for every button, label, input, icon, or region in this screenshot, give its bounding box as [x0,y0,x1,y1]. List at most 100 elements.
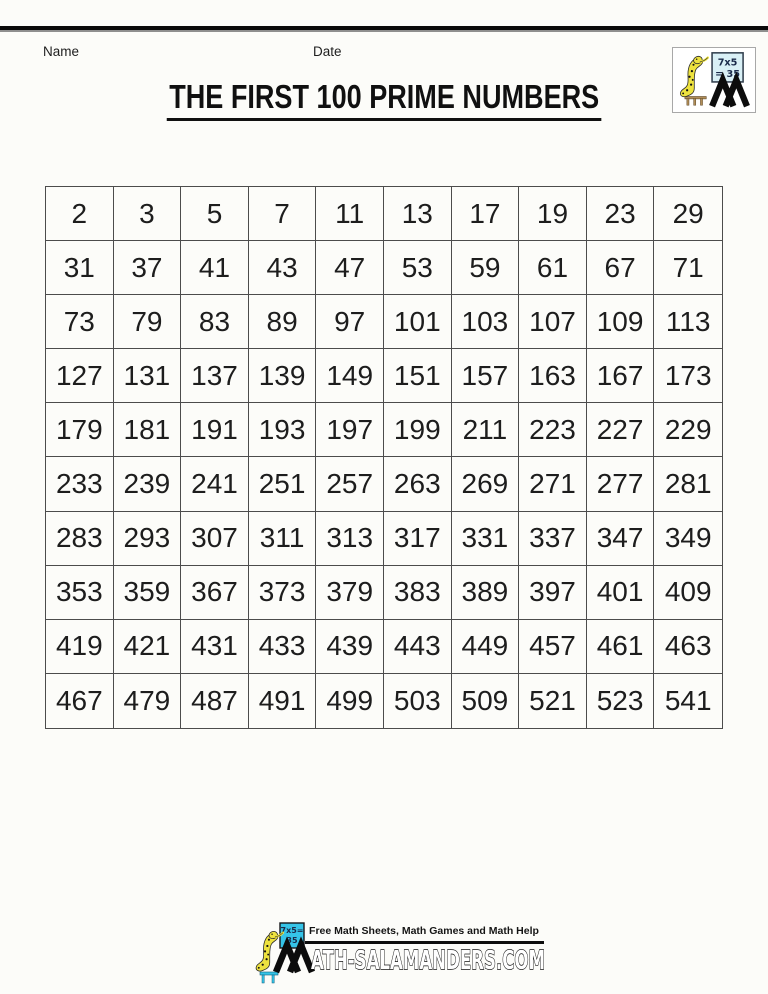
prime-cell: 23 [586,187,655,242]
prime-cell: 137 [181,349,249,404]
prime-cell: 449 [451,619,520,674]
prime-cell: 97 [316,295,384,350]
prime-cell: 131 [113,349,182,404]
prime-cell: 349 [654,512,722,566]
prime-cell: 151 [383,349,452,404]
prime-cell: 439 [316,619,384,674]
page-title-wrap: THE FIRST 100 PRIME NUMBERS [0,78,768,121]
prime-cell: 199 [383,403,452,458]
prime-cell: 113 [654,295,722,350]
prime-cell: 79 [113,295,182,350]
prime-cell: 167 [586,349,655,404]
prime-cell: 211 [451,403,520,458]
prime-cell: 29 [654,187,722,242]
prime-cell: 53 [383,241,452,296]
prime-cell: 223 [519,403,587,458]
prime-cell: 271 [519,457,587,512]
prime-cell: 443 [383,619,452,674]
stool-icon [259,971,279,984]
prime-cell: 491 [249,673,317,728]
prime-cell: 31 [46,241,114,296]
prime-cell: 409 [654,566,722,620]
prime-cell: 3 [113,187,182,242]
prime-cell: 61 [519,241,587,296]
prime-number-table: 2 3 5 7 11 13 17 19 23 29 31 37 41 43 47 53 59 61 67 71 73 79… [45,186,723,729]
prime-cell: 337 [519,511,587,566]
prime-cell: 293 [113,511,182,566]
prime-cell: 433 [248,619,317,674]
prime-cell: 103 [451,295,520,350]
prime-cell: 467 [46,673,114,728]
prime-cell: 241 [181,457,249,512]
prime-cell: 229 [654,403,722,458]
prime-cell: 251 [248,457,317,512]
prime-cell: 67 [586,241,655,296]
prime-cell: 457 [519,619,587,674]
prime-cell: 419 [46,619,114,674]
prime-cell: 257 [316,457,384,512]
name-label: Name [43,44,80,59]
header-logo: 7x5 = 35 [672,47,756,113]
board-text-line2: = 35 [715,69,740,80]
prime-cell: 139 [248,349,317,404]
prime-cell: 397 [519,565,587,620]
prime-cell: 487 [181,673,249,728]
prime-cell: 179 [46,403,114,458]
footer-logo: 7x5= 35 [248,916,324,992]
prime-cell: 181 [113,403,182,458]
footer-rule [305,941,544,944]
prime-cell: 37 [113,241,182,296]
m-logo-icon [276,945,312,972]
top-rule-black [0,26,768,30]
footer-tagline: Free Math Sheets, Math Games and Math He… [309,925,539,937]
prime-cell: 43 [248,241,317,296]
prime-cell: 479 [114,673,182,728]
prime-cell: 421 [113,619,182,674]
prime-cell: 331 [451,511,520,566]
prime-cell: 193 [248,403,317,458]
prime-cell: 71 [654,241,722,296]
math-board-icon: 7x5 = 35 [711,52,744,83]
prime-cell: 367 [181,565,249,620]
prime-cell: 383 [383,565,452,620]
prime-cell: 101 [383,295,452,350]
prime-cell: 11 [316,187,384,242]
top-rule-gray [0,30,768,32]
footer-wordmark-svg: ATH-SALAMANDERS.COM [310,945,545,976]
footer-salamander-logo-icon: 7x5= 35 [254,922,324,984]
prime-cell: 41 [181,241,249,296]
prime-cell: 89 [248,295,317,350]
prime-cell: 461 [586,619,655,674]
prime-cell: 373 [248,565,317,620]
prime-cell: 13 [383,187,452,242]
board-text-line1: 7x5 [718,57,738,68]
board-text-line1: 7x5= [281,926,304,935]
prime-cell: 283 [46,511,114,566]
prime-cell: 401 [586,565,655,620]
prime-cell: 379 [316,565,384,620]
prime-cell: 127 [46,349,114,404]
prime-cell: 19 [519,187,587,242]
prime-cell: 239 [113,457,182,512]
stool-icon [684,96,707,106]
prime-cell: 2 [46,187,114,242]
prime-cell: 347 [586,511,655,566]
prime-cell: 311 [248,511,317,566]
prime-cell: 47 [316,241,384,296]
prime-cell: 197 [316,403,384,458]
prime-cell: 163 [519,349,587,404]
prime-cell: 541 [664,684,712,716]
prime-cell: 317 [383,511,452,566]
prime-cell: 157 [451,349,520,404]
prime-cell: 313 [316,511,384,566]
board-text-line2: 35 [286,936,298,945]
prime-cell: 359 [113,565,182,620]
prime-cell: 463 [654,620,722,674]
prime-cell: 523 [587,673,655,728]
prime-cell: 269 [451,457,520,512]
prime-cell: 191 [181,403,249,458]
prime-cell: 431 [181,619,249,674]
page-title: THE FIRST 100 PRIME NUMBERS [166,78,602,121]
prime-cell: 353 [46,565,114,620]
